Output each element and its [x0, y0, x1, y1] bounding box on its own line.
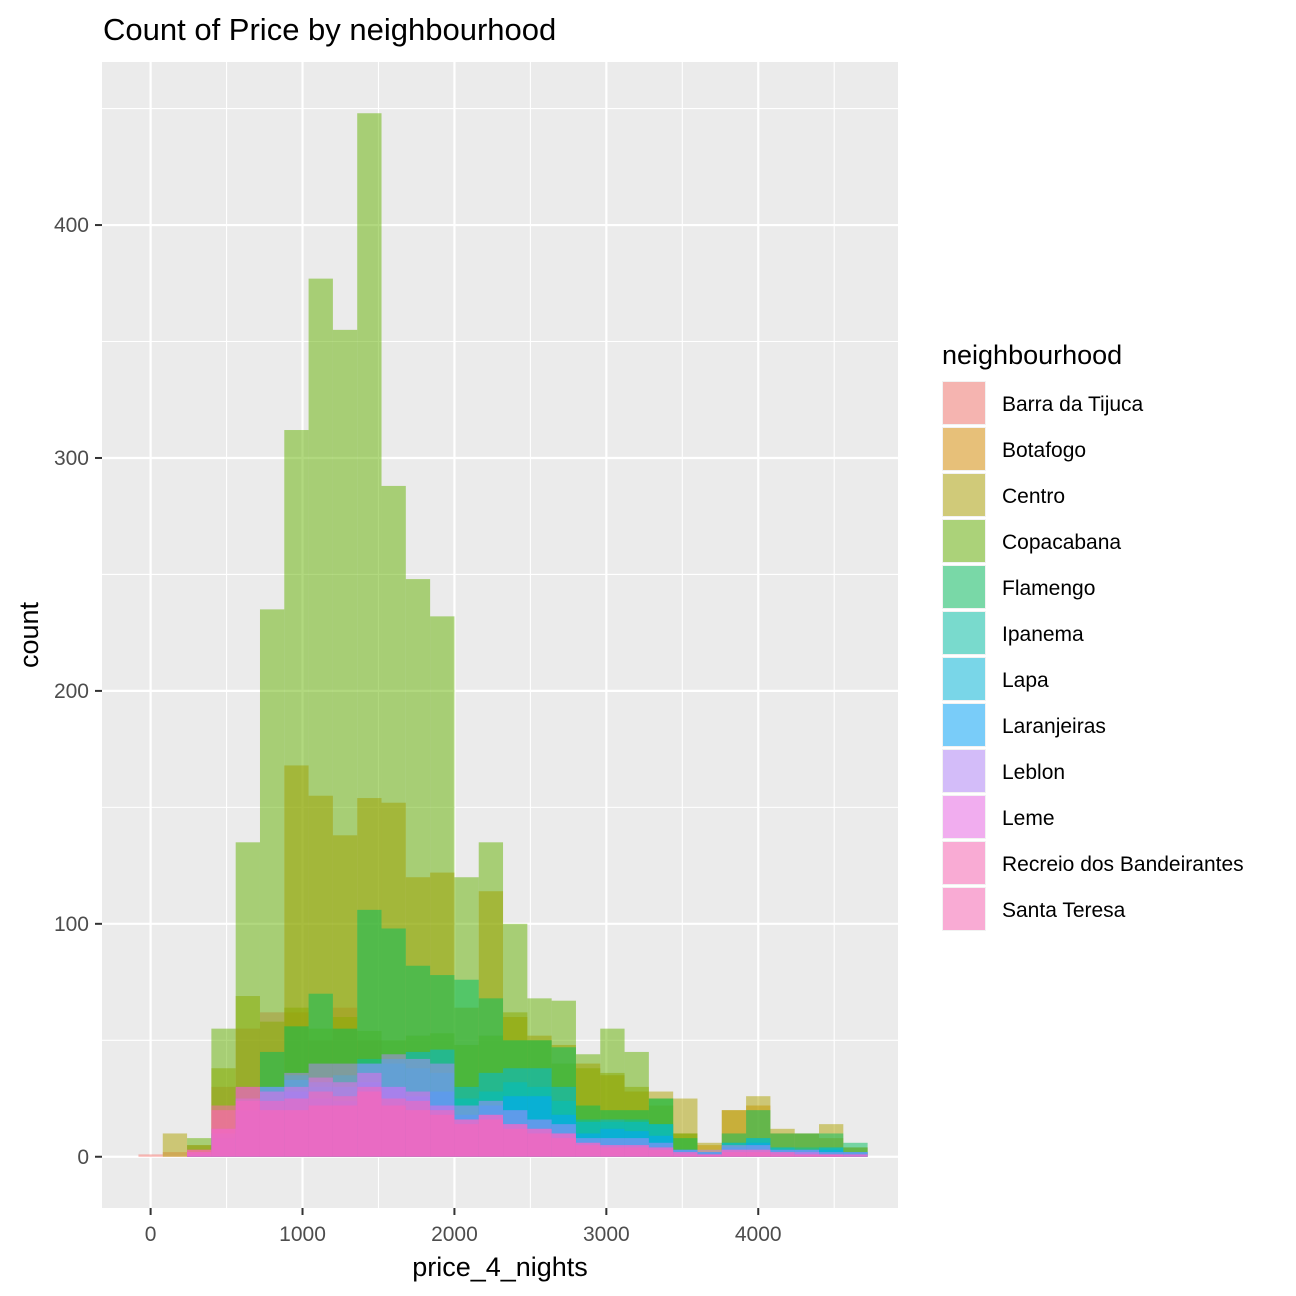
histogram-bar [381, 1098, 406, 1157]
legend-swatch [943, 382, 985, 424]
legend-label: Ipanema [1002, 623, 1084, 646]
legend-swatch [943, 474, 985, 516]
histogram-bar [648, 1147, 674, 1157]
x-tick-label: 2000 [431, 1223, 478, 1246]
legend-label: Recreio dos Bandeirantes [1002, 853, 1244, 876]
legend-label: Leme [1002, 807, 1055, 830]
legend-swatch [943, 428, 985, 470]
histogram-bar [430, 1110, 455, 1157]
legend-swatch [943, 750, 985, 792]
histogram-bar [503, 1124, 528, 1157]
histogram-bar [673, 1152, 698, 1157]
x-axis-title: price_4_nights [412, 1252, 588, 1282]
series-santa-teresa [187, 1086, 868, 1157]
histogram-bar [527, 1128, 552, 1157]
y-tick-label: 100 [54, 913, 89, 936]
histogram-bar [624, 1145, 649, 1157]
histogram-bar [454, 1119, 479, 1157]
chart-title: Count of Price by neighbourhood [103, 12, 556, 47]
histogram-bar [819, 1152, 844, 1157]
legend-item: Barra da Tijuca [942, 381, 1144, 425]
histogram-bar [794, 1154, 820, 1157]
legend-swatch [943, 658, 985, 700]
y-tick-label: 200 [54, 680, 89, 703]
x-tick-label: 0 [145, 1223, 157, 1246]
legend-item: Leme [942, 795, 1055, 839]
y-tick-label: 300 [54, 447, 89, 470]
histogram-bar [235, 1086, 260, 1157]
legend-item: Lapa [942, 657, 1049, 701]
legend-item: Santa Teresa [942, 887, 1126, 931]
legend-swatch [943, 704, 985, 746]
histogram-bar [357, 1086, 382, 1157]
legend-swatch [943, 612, 985, 654]
histogram-bar [308, 1091, 333, 1157]
histogram-bar [332, 1096, 358, 1157]
y-axis-title: count [14, 601, 44, 668]
legend-swatch [943, 520, 985, 562]
histogram-bar [794, 1152, 820, 1157]
legend-swatch [943, 842, 985, 884]
legend-swatch [943, 888, 985, 930]
y-tick-label: 400 [54, 214, 89, 237]
histogram-bar [843, 1152, 868, 1157]
x-tick-label: 1000 [279, 1223, 326, 1246]
legend-item: Copacabana [942, 519, 1121, 563]
y-tick-label: 0 [77, 1146, 89, 1169]
legend: neighbourhood Barra da Tijuca Botafogo Cen… [942, 340, 1244, 931]
legend-item: Leblon [942, 749, 1065, 793]
histogram-bar [138, 1154, 163, 1157]
histogram-bars [138, 113, 868, 1157]
legend-label: Laranjeiras [1002, 715, 1106, 738]
histogram-bar [697, 1149, 722, 1157]
histogram-bar [405, 1100, 431, 1157]
legend-item: Botafogo [942, 427, 1086, 471]
histogram-bar [819, 1154, 844, 1157]
legend-label: Barra da Tijuca [1002, 393, 1144, 416]
histogram-bar [211, 1105, 236, 1157]
histogram-bar [843, 1154, 868, 1157]
histogram-bar [162, 1133, 188, 1157]
legend-item: Centro [942, 473, 1065, 517]
legend-items: Barra da Tijuca Botafogo Centro Copacabana F… [942, 381, 1244, 931]
legend-label: Centro [1002, 485, 1065, 508]
histogram-bar [770, 1152, 795, 1157]
x-tick-label: 4000 [735, 1223, 782, 1246]
legend-label: Lapa [1002, 669, 1049, 692]
x-tick-label: 3000 [583, 1223, 630, 1246]
histogram-bar [575, 1142, 601, 1157]
y-axis-ticks: 0 100 200 300 400 [54, 214, 102, 1169]
legend-item: Laranjeiras [942, 703, 1106, 747]
legend-item: Ipanema [942, 611, 1084, 655]
histogram-bar [187, 1149, 212, 1157]
legend-label: Flamengo [1002, 577, 1095, 600]
histogram-bar [697, 1154, 722, 1157]
x-axis-ticks: 0 1000 2000 3000 4000 [145, 1208, 782, 1246]
legend-label: Santa Teresa [1002, 899, 1126, 922]
legend-swatch [943, 566, 985, 608]
legend-label: Copacabana [1002, 531, 1121, 554]
legend-item: Flamengo [942, 565, 1095, 609]
histogram-bar [284, 1098, 309, 1157]
legend-title: neighbourhood [942, 340, 1122, 370]
histogram-bar [259, 1100, 285, 1157]
histogram-bar [746, 1149, 771, 1157]
histogram-bar [600, 1145, 625, 1157]
legend-label: Leblon [1002, 761, 1065, 784]
legend-swatch [943, 796, 985, 838]
legend-label: Botafogo [1002, 439, 1086, 462]
legend-item: Recreio dos Bandeirantes [942, 841, 1244, 885]
histogram-bar [721, 1149, 747, 1157]
histogram-bar [478, 1114, 504, 1157]
histogram-bar [551, 1133, 576, 1157]
histogram-bar [332, 329, 358, 1157]
